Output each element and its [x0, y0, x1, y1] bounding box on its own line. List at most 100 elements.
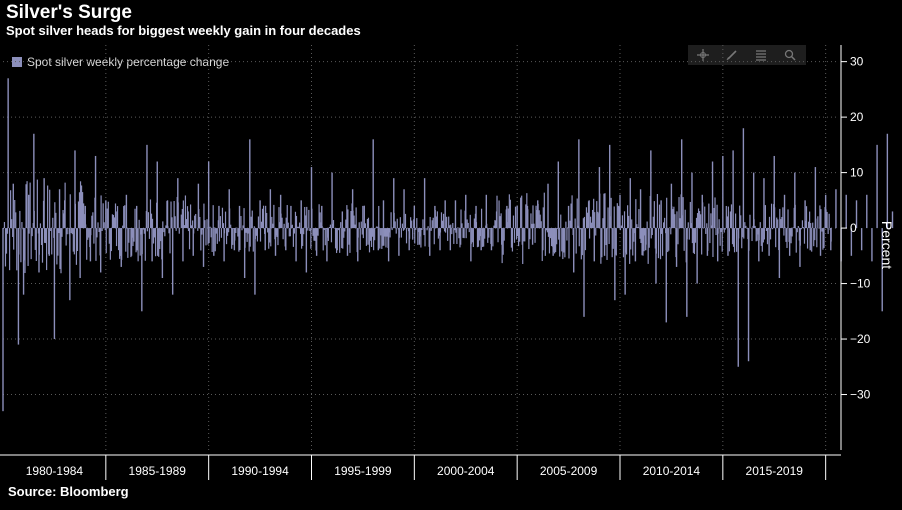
bar-weekly — [231, 228, 233, 249]
bar-weekly — [74, 203, 76, 229]
bar-weekly — [96, 228, 98, 238]
bar — [362, 205, 364, 229]
bar-weekly — [584, 228, 587, 251]
bar — [686, 228, 688, 317]
crosshair-icon[interactable] — [688, 45, 717, 65]
bar — [809, 228, 811, 251]
bar-weekly — [545, 228, 547, 231]
bar-weekly — [360, 221, 362, 229]
bar-weekly — [133, 228, 135, 242]
bar — [74, 150, 76, 229]
zoom-icon[interactable] — [775, 45, 804, 65]
bar — [819, 228, 822, 256]
bar-weekly — [592, 209, 594, 229]
bar-weekly — [758, 228, 760, 241]
bar-weekly — [40, 228, 43, 246]
bar-weekly — [287, 222, 289, 229]
bar-weekly — [207, 228, 209, 245]
bar-weekly — [237, 228, 239, 237]
bar-weekly — [680, 194, 682, 229]
bar-weekly — [340, 222, 342, 229]
bar — [655, 228, 657, 284]
bar-weekly — [171, 217, 173, 229]
bar-weekly — [29, 182, 31, 229]
bar-weekly — [318, 204, 320, 229]
bar-weekly — [747, 228, 749, 240]
source-note: Source: Bloomberg — [8, 484, 129, 499]
bar-weekly — [695, 217, 698, 229]
bar-weekly — [379, 228, 381, 249]
bar-weekly — [357, 228, 359, 238]
bar — [43, 178, 45, 229]
bar-weekly — [313, 228, 315, 241]
bar-weekly — [315, 228, 317, 251]
bar-weekly — [642, 228, 644, 256]
bar-weekly — [301, 228, 303, 249]
bar-weekly — [712, 228, 714, 257]
bar-weekly — [717, 228, 719, 234]
bar-weekly — [471, 228, 473, 243]
list-icon[interactable] — [746, 45, 775, 65]
bar-weekly — [537, 203, 539, 229]
bar-weekly — [439, 228, 442, 233]
bar-weekly — [177, 202, 179, 229]
bar — [423, 178, 426, 229]
bar-weekly — [673, 206, 675, 229]
bar — [855, 200, 858, 229]
bar — [377, 228, 380, 251]
bar-weekly — [578, 228, 580, 247]
bar-weekly — [46, 228, 48, 271]
bar-weekly — [110, 228, 112, 252]
bar-weekly — [819, 205, 821, 229]
bar-weekly — [62, 210, 64, 229]
bar-weekly — [698, 211, 701, 229]
bar-weekly — [176, 196, 178, 229]
bar-weekly — [539, 214, 541, 229]
bar-weekly — [556, 228, 558, 245]
bar-weekly — [754, 225, 756, 229]
bar-weekly — [39, 223, 42, 229]
bar-weekly — [621, 215, 624, 229]
bar-weekly — [427, 226, 429, 229]
bar-weekly — [192, 220, 194, 229]
bar — [300, 200, 302, 229]
bar-weekly — [718, 219, 720, 229]
bar-weekly — [570, 203, 572, 229]
bar-weekly — [441, 220, 444, 229]
bar-weekly — [260, 221, 263, 229]
bar-weekly — [233, 228, 235, 229]
bar — [583, 228, 585, 317]
bar-weekly — [101, 228, 103, 231]
bar-weekly — [783, 228, 785, 236]
bar-weekly — [586, 212, 589, 229]
bar-weekly — [140, 228, 142, 235]
bar-weekly — [455, 228, 457, 233]
bar-weekly — [634, 228, 636, 234]
bar-weekly — [72, 228, 74, 252]
bar-weekly — [255, 228, 257, 236]
bar-weekly — [552, 228, 555, 253]
bar — [382, 200, 385, 229]
bar-weekly — [384, 228, 386, 237]
bar-weekly — [825, 209, 827, 229]
bar-weekly — [653, 201, 655, 229]
bar — [444, 200, 446, 229]
bar-weekly — [682, 197, 684, 229]
bar-weekly — [560, 214, 562, 229]
bar-weekly — [256, 228, 259, 242]
bar — [207, 161, 210, 229]
series-bars — [2, 78, 894, 412]
bar-weekly — [31, 228, 33, 237]
bar-weekly — [124, 205, 126, 229]
bar-weekly — [607, 207, 609, 229]
bar — [315, 228, 318, 256]
bar-weekly — [498, 200, 500, 229]
bar — [737, 228, 739, 367]
bar — [639, 189, 642, 229]
bar-weekly — [13, 228, 15, 250]
bar — [357, 228, 359, 262]
pencil-icon[interactable] — [717, 45, 746, 65]
bar-weekly — [87, 228, 89, 240]
bar-weekly — [268, 228, 270, 249]
bar-weekly — [395, 228, 397, 234]
